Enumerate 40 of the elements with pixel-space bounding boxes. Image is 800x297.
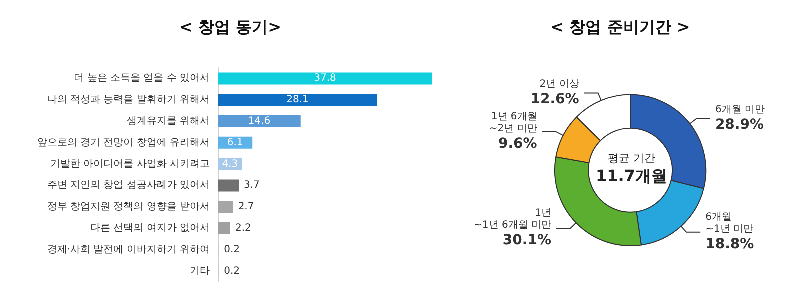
data-label: 2.2 xyxy=(235,223,252,234)
y-tick-label: 기타 xyxy=(190,266,210,277)
data-label: 3.7 xyxy=(244,180,260,192)
data-label: 6.1 xyxy=(227,137,244,148)
data-label: 30.1% xyxy=(502,232,552,249)
y-tick-label: 앞으로의 경기 전망이 창업에 유리해서 xyxy=(37,137,210,148)
y-tick-label: 주변 지인의 창업 성공사례가 있어서 xyxy=(47,180,210,192)
data-label: 28.1 xyxy=(286,94,309,106)
slice-label: 1년 6개월 ~2년 미만 xyxy=(489,111,538,134)
data-label: 9.6% xyxy=(498,136,538,152)
data-label: 0.2 xyxy=(224,266,240,277)
text: 11.7개월 xyxy=(596,166,668,186)
y-tick-label: 경제·사회 발전에 이바지하기 위하여 xyxy=(47,244,210,256)
y-tick-label: 다른 선택의 여지가 없어서 xyxy=(90,223,210,234)
bar xyxy=(218,116,301,128)
bar xyxy=(218,201,234,214)
chart-title: < 창업 동기> xyxy=(180,18,282,36)
data-label: 2.7 xyxy=(238,202,254,213)
text: 평균 기간 xyxy=(608,152,656,165)
bar xyxy=(218,72,433,85)
data-label: 0.2 xyxy=(224,244,240,256)
bar xyxy=(218,94,378,106)
data-label: 4.3 xyxy=(222,158,238,170)
bar xyxy=(218,180,239,192)
y-tick-label: 나의 적성과 능력을 발휘하기 위해서 xyxy=(47,94,210,106)
y-tick-label: 기발한 아이디어를 사업화 시키려고 xyxy=(50,158,210,170)
bar xyxy=(218,222,230,234)
slice-label: 1년 ~1년 6개월 미만 xyxy=(474,208,552,232)
y-tick-label: 정부 창업지원 정책의 영향을 받아서 xyxy=(47,202,210,213)
data-label: 18.8% xyxy=(706,236,754,252)
data-label: 12.6% xyxy=(530,91,580,108)
slice-label: 6개월 미만 xyxy=(715,104,765,116)
y-tick-label: 생계유지를 위해서 xyxy=(126,116,210,127)
chart-title: < 창업 준비기간 > xyxy=(550,18,690,36)
data-label: 14.6 xyxy=(248,116,271,127)
data-label: 28.9% xyxy=(715,116,764,133)
data-label: 37.8 xyxy=(314,73,336,84)
slice-label: 2년 이상 xyxy=(540,78,580,90)
y-tick-label: 더 높은 소득을 얻을 수 있어서 xyxy=(74,73,210,84)
slice-label: 6개월 ~1년 미만 xyxy=(706,212,754,235)
